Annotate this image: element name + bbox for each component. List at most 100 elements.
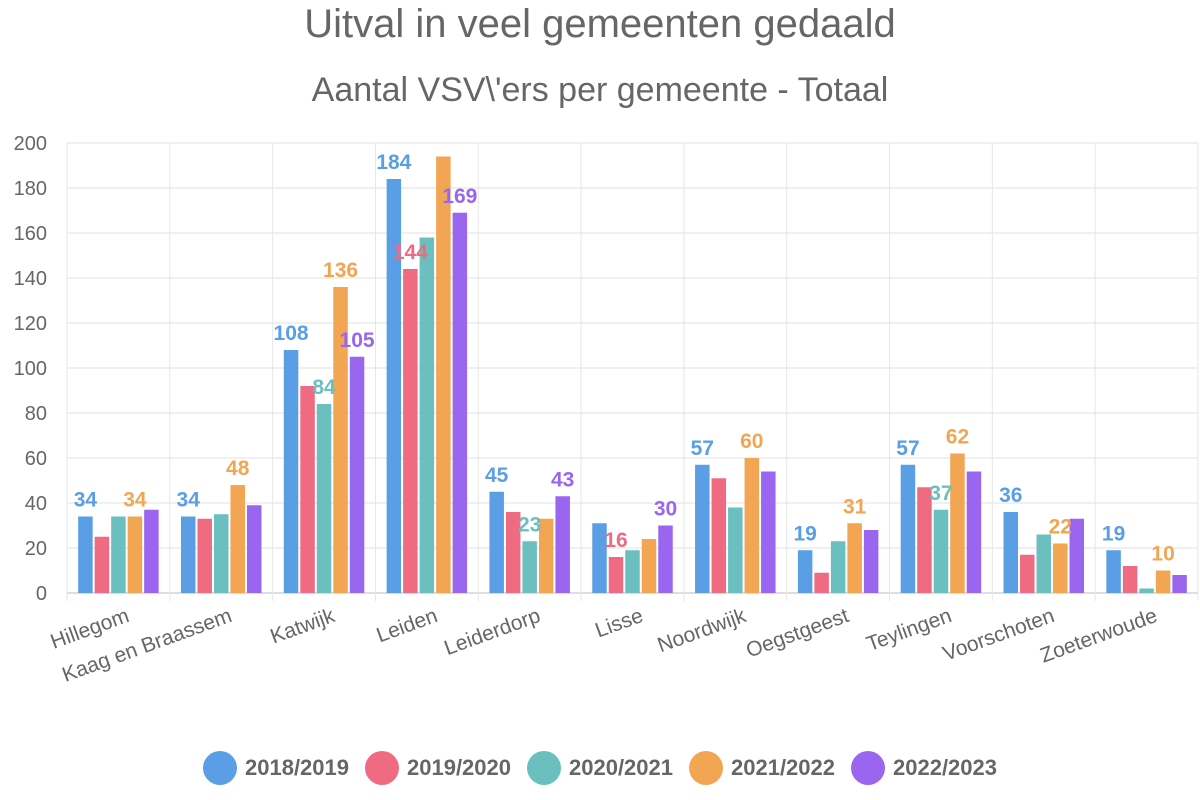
bar[interactable] (966, 471, 982, 594)
bar[interactable] (489, 491, 504, 593)
bar[interactable] (847, 523, 862, 593)
data-label: 57 (691, 437, 714, 460)
legend-item[interactable]: 2019/2020 (365, 751, 511, 785)
y-tick-label: 20 (25, 538, 47, 560)
y-tick-label: 160 (14, 223, 47, 245)
bar[interactable] (1106, 550, 1121, 593)
data-label: 36 (999, 484, 1022, 507)
bar[interactable] (246, 505, 262, 593)
bar[interactable] (333, 287, 348, 593)
bar[interactable] (505, 512, 521, 593)
bar[interactable] (349, 356, 365, 593)
bar[interactable] (608, 557, 624, 593)
bar[interactable] (555, 496, 570, 593)
bar[interactable] (197, 518, 212, 593)
bar[interactable] (830, 541, 846, 593)
bar-layer (78, 156, 1187, 594)
bar[interactable] (94, 536, 110, 593)
bar[interactable] (695, 464, 710, 593)
bar[interactable] (1172, 575, 1187, 593)
bar[interactable] (180, 516, 196, 594)
data-label: 10 (1151, 543, 1174, 566)
bar[interactable] (127, 516, 143, 594)
legend-label: 2022/2023 (893, 755, 997, 780)
bar[interactable] (1122, 566, 1138, 593)
y-tick-label: 60 (25, 448, 47, 470)
bar[interactable] (283, 350, 299, 593)
bar[interactable] (419, 237, 435, 594)
bar[interactable] (144, 509, 159, 593)
y-tick-label: 100 (14, 358, 47, 380)
data-label: 30 (654, 498, 677, 521)
legend-item[interactable]: 2022/2023 (851, 751, 997, 785)
bar[interactable] (592, 523, 607, 593)
data-label: 34 (123, 489, 147, 512)
bar[interactable] (900, 464, 916, 593)
bar[interactable] (1139, 588, 1154, 594)
legend-swatch (365, 751, 399, 785)
chart-title: Uitval in veel gemeenten gedaald (304, 2, 896, 46)
legend-swatch (689, 751, 723, 785)
bar[interactable] (538, 518, 554, 593)
legend-label: 2019/2020 (407, 755, 511, 780)
data-label: 19 (1102, 522, 1125, 545)
bar[interactable] (213, 514, 229, 593)
legend-item[interactable]: 2018/2019 (203, 751, 349, 785)
legend-swatch (203, 751, 237, 785)
bar[interactable] (1155, 570, 1171, 594)
bar[interactable] (230, 485, 245, 593)
bar[interactable] (761, 471, 776, 594)
bar[interactable] (1020, 554, 1035, 593)
bar[interactable] (814, 572, 829, 593)
bar[interactable] (452, 212, 468, 593)
legend-item[interactable]: 2021/2022 (689, 751, 835, 785)
data-label: 23 (518, 513, 541, 536)
bar[interactable] (1069, 518, 1085, 593)
y-tick-label: 120 (14, 313, 47, 335)
bar[interactable] (436, 156, 451, 594)
bar[interactable] (300, 386, 315, 593)
bar[interactable] (711, 478, 727, 593)
data-label: 48 (226, 457, 250, 480)
bar[interactable] (111, 516, 126, 594)
data-label: 37 (929, 482, 952, 505)
bar[interactable] (522, 541, 537, 593)
bar[interactable] (728, 507, 743, 594)
data-label: 22 (1049, 516, 1072, 539)
bar[interactable] (641, 539, 657, 593)
legend-item[interactable]: 2020/2021 (527, 751, 673, 785)
bar[interactable] (797, 550, 813, 593)
bar[interactable] (917, 487, 932, 593)
bar[interactable] (403, 269, 418, 593)
bar[interactable] (78, 516, 93, 594)
data-label: 169 (442, 185, 477, 208)
bar[interactable] (386, 179, 402, 593)
x-tick-label: Noordwijk (655, 604, 750, 657)
x-tick-label: Leiden (373, 604, 440, 647)
y-tick-label: 180 (14, 178, 47, 200)
legend-label: 2021/2022 (731, 755, 835, 780)
y-tick-label: 200 (14, 133, 47, 155)
bar[interactable] (1053, 543, 1068, 594)
data-label: 31 (843, 495, 867, 518)
x-tick-label: Oegstgeest (743, 604, 852, 662)
data-label: 105 (340, 329, 375, 352)
bar[interactable] (933, 509, 949, 593)
bar[interactable] (316, 404, 332, 593)
data-label: 60 (740, 430, 763, 453)
legend-label: 2018/2019 (245, 755, 349, 780)
bar[interactable] (658, 525, 673, 594)
bar[interactable] (863, 530, 879, 593)
bar[interactable] (1036, 534, 1052, 594)
data-label: 34 (177, 489, 201, 512)
bar[interactable] (625, 550, 640, 593)
data-label: 16 (604, 529, 627, 552)
legend-label: 2020/2021 (569, 755, 673, 780)
y-tick-label: 40 (25, 493, 47, 515)
data-label: 57 (896, 437, 919, 460)
bar[interactable] (950, 453, 965, 594)
data-label-layer: 34 34 34 48 108 84 136 105 184 144 169 45 23 43 16 30 57… (74, 151, 1175, 566)
data-label: 62 (946, 426, 969, 449)
bar[interactable] (1003, 512, 1019, 593)
bar[interactable] (744, 458, 760, 593)
